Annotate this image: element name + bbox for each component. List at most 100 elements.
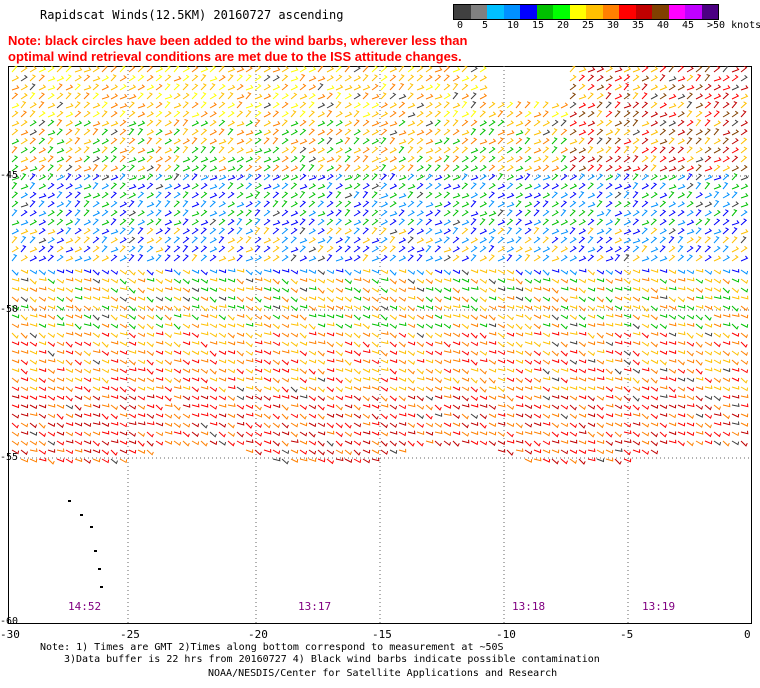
wind-barb [20,147,28,154]
wind-barb [713,245,721,253]
wind-barb [506,174,515,181]
wind-barb [290,246,299,253]
wind-barb [92,192,101,199]
wind-barb [416,395,424,402]
wind-barb [290,227,298,235]
wind-barb [245,404,254,409]
wind-barb [245,228,254,235]
wind-barb [506,377,515,382]
wind-barb [461,66,468,73]
wind-barb [695,440,704,446]
wind-barb [398,74,405,82]
wind-barb [137,103,146,109]
wind-barb [83,322,92,327]
wind-barb [650,295,659,300]
wind-barb [236,147,244,154]
wind-barb [137,174,146,181]
wind-barb [569,314,577,321]
wind-barb [263,287,272,292]
wind-barb [236,305,245,310]
wind-barb [434,156,443,163]
wind-barb [650,227,658,235]
wind-barb [353,422,362,428]
wind-barb [488,350,497,354]
wind-barb [722,287,730,294]
wind-barb [443,278,452,282]
wind-barb [452,119,459,127]
wind-barb [425,368,434,374]
wind-barb [740,287,749,293]
wind-barb [155,209,162,217]
wind-barb [425,350,434,356]
wind-barb [470,245,478,253]
wind-barb [569,449,578,454]
wind-barb [326,156,335,163]
wind-barb [407,191,414,199]
wind-barb [668,245,676,253]
wind-barb [335,173,343,181]
wind-barb [650,111,659,118]
wind-barb [425,120,434,127]
wind-barb [506,413,515,418]
wind-barb [686,359,695,364]
wind-barb [389,92,397,100]
wind-barb [605,200,613,208]
wind-barb [272,323,280,330]
wind-barb [416,341,424,348]
wind-barb [308,331,317,336]
wind-barb [713,386,722,391]
wind-barb [425,341,434,347]
wind-barb [380,269,389,275]
wind-barb [560,323,568,330]
wind-barb [443,269,451,276]
wind-barb [434,102,442,109]
wind-barb [443,83,451,91]
wind-barb [335,200,343,208]
wind-barb [92,413,101,418]
wind-barb [659,394,668,399]
wind-barb [281,209,289,217]
wind-barb [713,255,722,262]
wind-barb [659,286,668,291]
wind-barb [560,229,569,235]
footer-credit: NOAA/NESDIS/Center for Satellite Applica… [208,668,558,679]
wind-barb [290,254,297,262]
wind-barb [389,359,398,364]
wind-barb [227,182,234,190]
wind-barb [209,165,218,172]
wind-barb [101,245,108,253]
wind-barb [695,192,703,199]
wind-barb [164,422,173,427]
wind-barb [38,255,47,262]
wind-barb [650,246,659,253]
wind-barb [200,182,208,190]
wind-barb [56,66,63,73]
wind-barb [254,359,263,364]
wind-barb [704,155,712,163]
wind-barb [218,182,226,190]
wind-barb [182,269,191,275]
wind-barb [641,377,649,384]
wind-barb [56,448,65,453]
wind-barb [83,359,92,365]
wind-barb [20,395,29,400]
wind-barb [65,431,74,437]
wind-barb [524,431,533,435]
wind-barb [659,341,668,346]
wind-barb [461,350,470,356]
wind-barb [344,147,352,154]
wind-barb [272,174,281,181]
wind-barb [731,278,740,283]
wind-barb [47,111,56,118]
wind-barb [614,110,621,118]
wind-barb [470,254,477,262]
wind-barb [488,431,497,436]
wind-barb [659,128,667,136]
wind-barb [623,146,630,154]
wind-barb [155,331,164,336]
wind-barb [11,314,20,319]
wind-barb [533,200,541,208]
wind-barb [740,278,749,284]
wind-barb [83,209,90,217]
wind-barb [488,323,497,328]
